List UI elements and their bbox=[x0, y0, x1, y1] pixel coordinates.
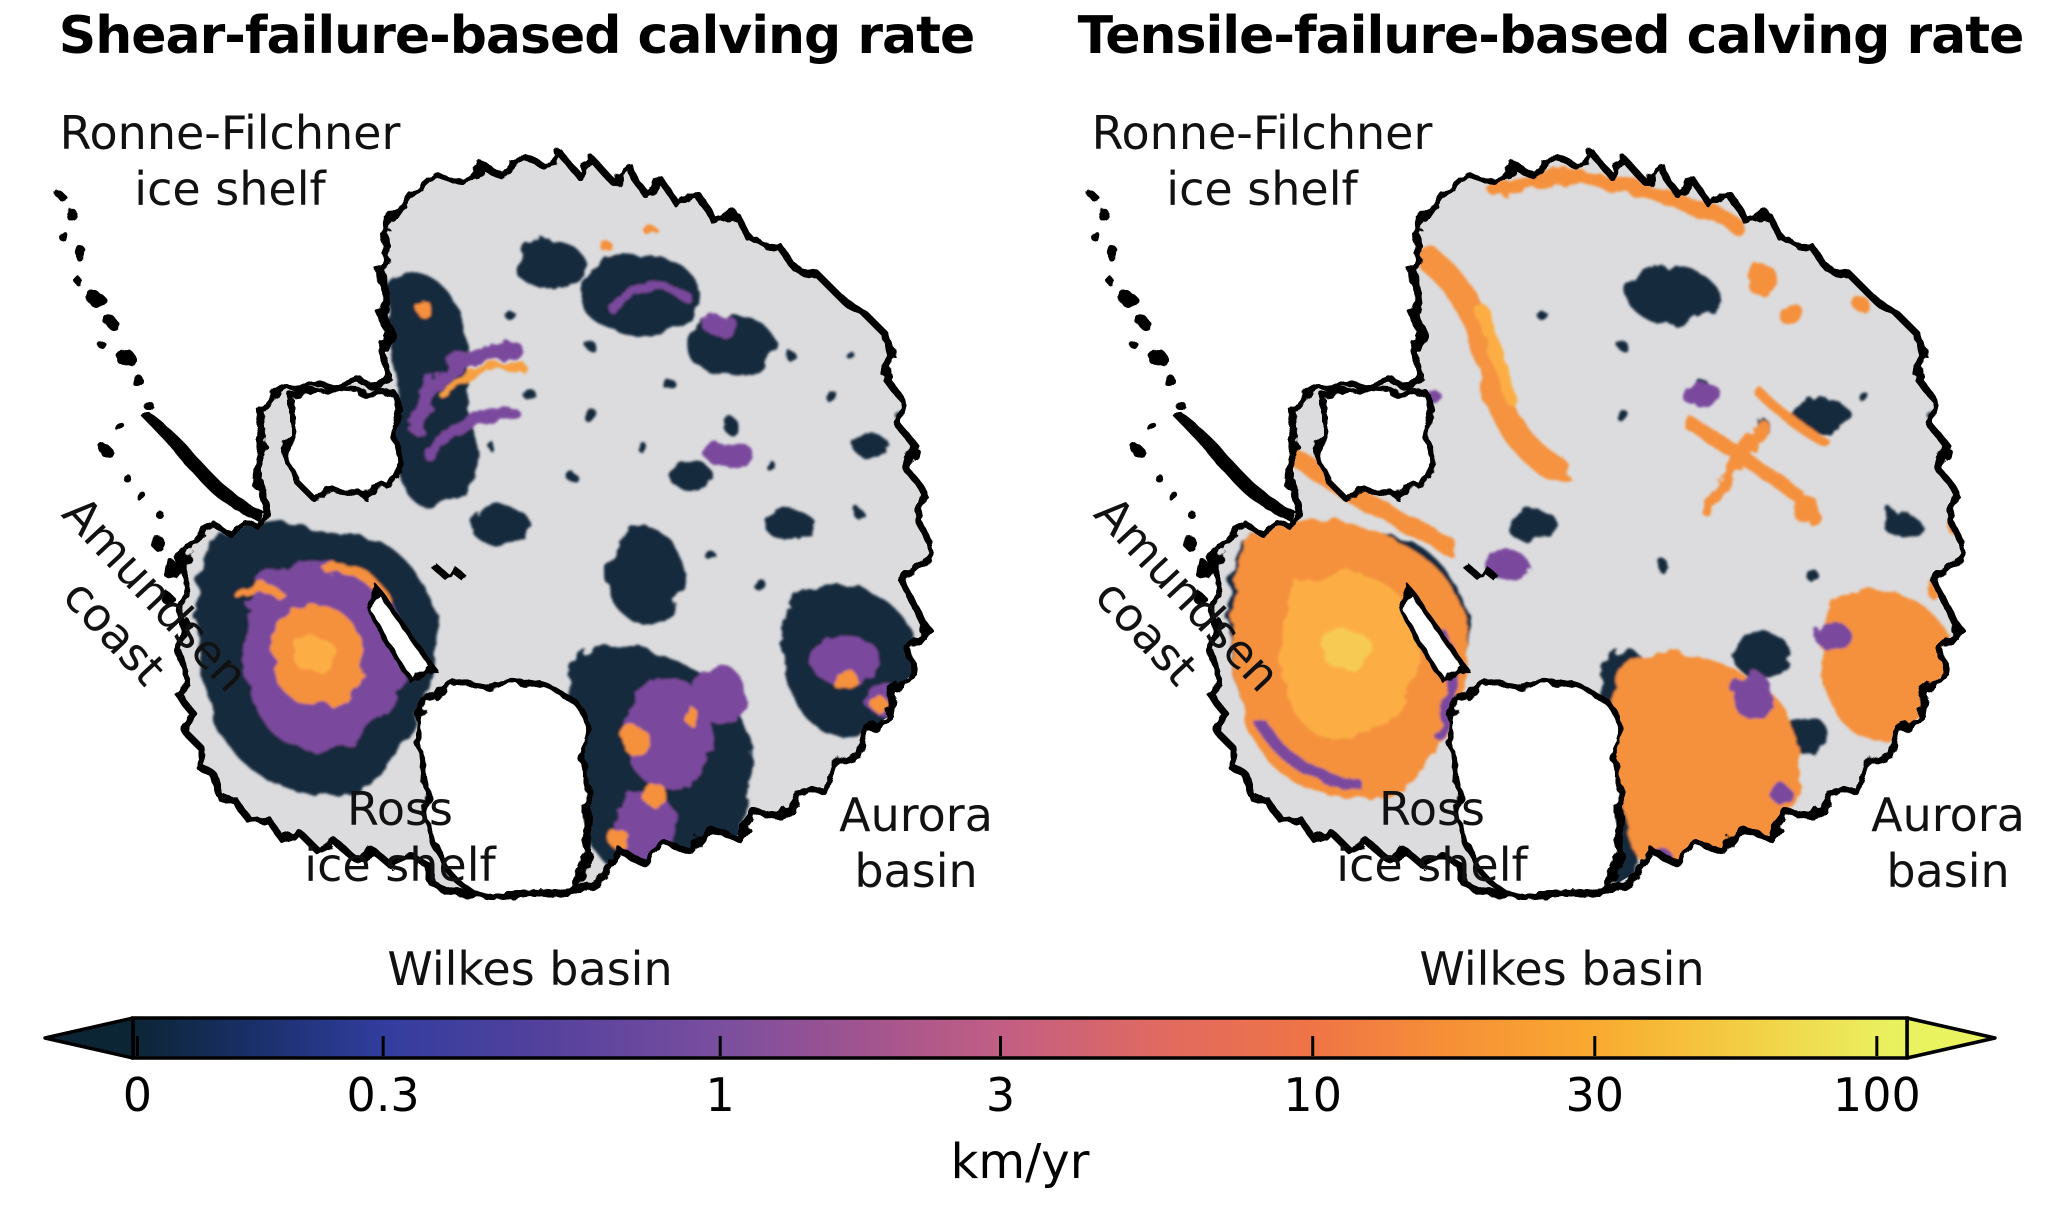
antarctic-peninsula bbox=[54, 189, 466, 630]
region-label-wilkes-basin: Wilkes basin bbox=[1419, 942, 1705, 996]
colorbar-tick-label: 10 bbox=[1283, 1068, 1342, 1122]
coastline-and-shelves bbox=[54, 149, 936, 901]
antarctic-peninsula bbox=[1086, 189, 1498, 630]
right-map-title: Tensile-failure-based calving rate bbox=[1077, 6, 2025, 66]
colorbar-tick-label: 1 bbox=[705, 1068, 735, 1122]
region-label-aurora-basin: Aurora basin bbox=[1871, 788, 2025, 899]
region-label-ronne-filchner: Ronne-Filchner ice shelf bbox=[59, 106, 401, 217]
colorbar-tick-label: 0.3 bbox=[346, 1068, 420, 1122]
ross-shelf-shape bbox=[416, 680, 592, 900]
ronne-filchner-shelf-shape bbox=[1317, 388, 1437, 500]
region-label-wilkes-basin: Wilkes basin bbox=[387, 942, 673, 996]
ronne-filchner-shelf-shape bbox=[285, 388, 405, 500]
colorbar-tick-label: 30 bbox=[1565, 1068, 1625, 1122]
colorbar-gradient-bar bbox=[131, 1016, 1909, 1060]
colorbar-unit-label: km/yr bbox=[950, 1134, 1090, 1190]
region-label-ross-ice-shelf: Ross ice shelf bbox=[304, 782, 496, 893]
region-label-ross-ice-shelf: Ross ice shelf bbox=[1336, 782, 1528, 893]
colorbar-tick-label: 0 bbox=[122, 1068, 153, 1122]
antarctica-map-tensile bbox=[1086, 149, 1968, 901]
region-label-ronne-filchner: Ronne-Filchner ice shelf bbox=[1091, 106, 1433, 217]
colorbar-tick-label: 3 bbox=[985, 1068, 1016, 1122]
map-panel-shear: Ronne-Filchner ice shelf Amundsen coast … bbox=[30, 95, 1030, 1010]
coastline-and-shelves bbox=[1086, 149, 1968, 901]
colorbar-right-arrow bbox=[1905, 1016, 1997, 1060]
colorbar-ticks bbox=[135, 1036, 1879, 1056]
map-panel-tensile: Ronne-Filchner ice shelf Amundsen coast … bbox=[1062, 95, 2062, 1010]
antarctica-map-shear bbox=[54, 149, 936, 901]
left-map-title: Shear-failure-based calving rate bbox=[58, 6, 975, 66]
region-label-aurora-basin: Aurora basin bbox=[839, 788, 993, 899]
colorbar-left-arrow bbox=[43, 1016, 135, 1060]
ross-shelf-shape bbox=[1448, 680, 1624, 900]
colorbar-tick-label: 100 bbox=[1832, 1068, 1921, 1122]
colorbar bbox=[43, 1016, 1997, 1060]
